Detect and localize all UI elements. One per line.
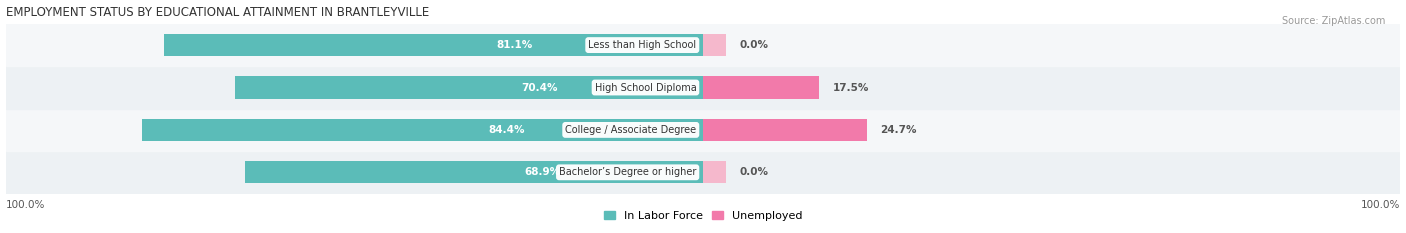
Bar xyxy=(703,119,868,141)
Bar xyxy=(235,76,703,99)
Text: 70.4%: 70.4% xyxy=(522,82,558,93)
Text: 100.0%: 100.0% xyxy=(1361,200,1400,210)
Bar xyxy=(703,161,727,183)
Bar xyxy=(165,34,703,56)
Text: Source: ZipAtlas.com: Source: ZipAtlas.com xyxy=(1281,16,1385,26)
Bar xyxy=(703,76,820,99)
Text: EMPLOYMENT STATUS BY EDUCATIONAL ATTAINMENT IN BRANTLEYVILLE: EMPLOYMENT STATUS BY EDUCATIONAL ATTAINM… xyxy=(6,6,429,19)
Text: 17.5%: 17.5% xyxy=(832,82,869,93)
Text: 0.0%: 0.0% xyxy=(740,167,769,177)
Bar xyxy=(6,109,1400,151)
Text: 24.7%: 24.7% xyxy=(880,125,917,135)
Bar xyxy=(245,161,703,183)
Text: High School Diploma: High School Diploma xyxy=(595,82,696,93)
Bar xyxy=(142,119,703,141)
Text: Less than High School: Less than High School xyxy=(588,40,696,50)
Legend: In Labor Force, Unemployed: In Labor Force, Unemployed xyxy=(599,206,807,225)
Bar xyxy=(6,66,1400,109)
Bar xyxy=(6,151,1400,194)
Text: College / Associate Degree: College / Associate Degree xyxy=(565,125,696,135)
Text: 81.1%: 81.1% xyxy=(496,40,533,50)
Text: 0.0%: 0.0% xyxy=(740,40,769,50)
Text: 84.4%: 84.4% xyxy=(488,125,524,135)
Text: 100.0%: 100.0% xyxy=(6,200,45,210)
Bar xyxy=(703,34,727,56)
Text: Bachelor’s Degree or higher: Bachelor’s Degree or higher xyxy=(560,167,696,177)
Text: 68.9%: 68.9% xyxy=(524,167,561,177)
Bar xyxy=(6,24,1400,66)
